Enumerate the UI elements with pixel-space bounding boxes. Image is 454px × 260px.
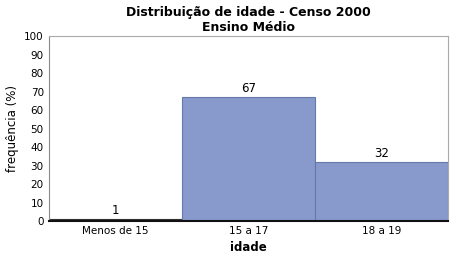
Text: 1: 1 (112, 204, 119, 217)
Bar (315, 162, 449, 221)
Bar (182, 97, 315, 221)
Title: Distribuição de idade - Censo 2000
Ensino Médio: Distribuição de idade - Censo 2000 Ensin… (126, 5, 371, 34)
Text: 67: 67 (241, 82, 256, 95)
Text: 32: 32 (375, 147, 389, 160)
Bar (49, 219, 182, 221)
X-axis label: idade: idade (230, 242, 267, 255)
Y-axis label: frequência (%): frequência (%) (5, 85, 19, 172)
